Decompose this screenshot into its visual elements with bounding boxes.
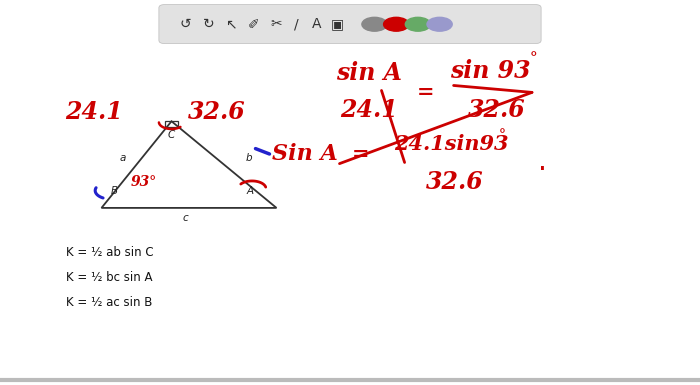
Text: ↻: ↻	[203, 17, 214, 31]
Text: ▣: ▣	[331, 17, 344, 31]
Circle shape	[384, 17, 409, 31]
Text: K = ½ bc sin A: K = ½ bc sin A	[66, 271, 153, 284]
Text: A: A	[247, 186, 254, 196]
Text: K = ½ ac sin B: K = ½ ac sin B	[66, 296, 153, 309]
Text: a: a	[119, 153, 126, 163]
Text: K = ½ ab sin C: K = ½ ab sin C	[66, 246, 154, 259]
Text: °: °	[499, 129, 506, 142]
Text: 32.6: 32.6	[188, 100, 246, 124]
Circle shape	[405, 17, 430, 31]
Text: ✂: ✂	[270, 17, 281, 31]
Text: 32.6: 32.6	[426, 170, 484, 194]
Text: ✐: ✐	[248, 17, 259, 31]
Text: 24.1: 24.1	[340, 98, 398, 122]
Circle shape	[427, 17, 452, 31]
Text: 24.1sin93: 24.1sin93	[394, 134, 509, 154]
Text: sin 93: sin 93	[449, 59, 531, 83]
Text: =: =	[416, 82, 434, 102]
Text: =: =	[351, 144, 370, 164]
Text: C: C	[168, 130, 175, 140]
Text: 32.6: 32.6	[468, 98, 526, 122]
Text: .: .	[538, 149, 547, 176]
Text: b: b	[245, 153, 252, 163]
Text: Sin A: Sin A	[272, 143, 337, 165]
Text: B: B	[111, 186, 118, 196]
FancyBboxPatch shape	[159, 5, 541, 44]
Text: A: A	[312, 17, 322, 31]
Text: 24.1: 24.1	[65, 100, 122, 124]
Text: /: /	[295, 17, 299, 31]
Text: ↖: ↖	[225, 17, 237, 31]
Text: sin A: sin A	[336, 61, 402, 85]
Circle shape	[362, 17, 387, 31]
Text: ↺: ↺	[180, 17, 191, 31]
Text: °: °	[530, 52, 537, 65]
Text: 93°: 93°	[130, 175, 157, 189]
Text: c: c	[183, 213, 188, 223]
